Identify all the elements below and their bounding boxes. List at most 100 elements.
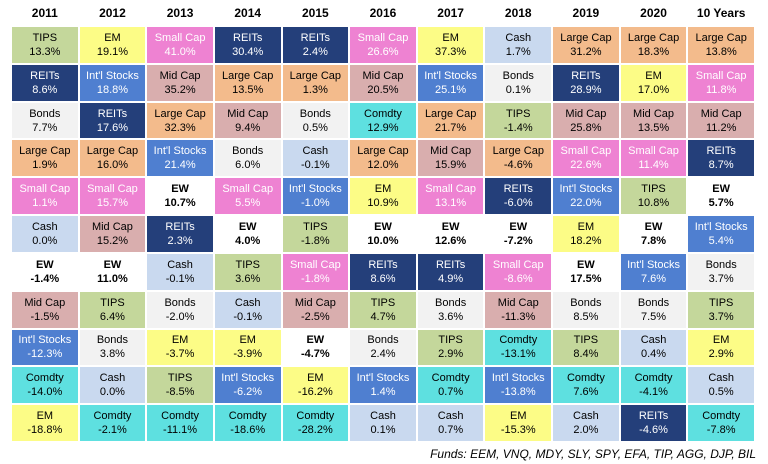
return-cell: EW 10.0%	[349, 215, 417, 253]
asset-class-label: REITs	[638, 410, 669, 423]
return-value: 5.4%	[708, 234, 734, 247]
return-value: 4.9%	[438, 272, 464, 285]
return-cell: Cash 0.5%	[687, 366, 755, 405]
asset-class-label: EW	[577, 258, 595, 271]
return-cell: Small Cap 22.6%	[552, 139, 620, 178]
return-cell: TIPS -1.8%	[281, 215, 350, 253]
return-value: -13.1%	[500, 348, 536, 361]
return-value: 13.5%	[232, 83, 264, 96]
return-value: -1.8%	[300, 234, 330, 247]
return-cell: Cash -0.1%	[213, 290, 282, 329]
return-cell: Small Cap 41.0%	[146, 26, 214, 64]
return-value: 3.7%	[708, 310, 734, 323]
asset-class-label: Cash	[640, 334, 667, 347]
asset-class-label: EM	[307, 372, 324, 385]
return-cell: Comdty -2.1%	[78, 404, 147, 442]
return-cell: Mid Cap 15.9%	[416, 139, 485, 178]
return-cell: Mid Cap 15.2%	[78, 215, 147, 253]
asset-class-label: Mid Cap	[362, 69, 404, 82]
return-cell: TIPS -8.5%	[146, 366, 214, 405]
year-header: 2015	[301, 6, 329, 20]
asset-class-label: Small Cap	[289, 258, 341, 271]
asset-class-label: Large Cap	[424, 107, 477, 120]
return-value: -18.8%	[27, 424, 63, 437]
return-cell: Int'l Stocks 21.4%	[146, 139, 214, 178]
return-value: -11.1%	[163, 424, 198, 437]
asset-class-label: Bonds	[96, 334, 129, 347]
return-cell: EW -4.7%	[281, 328, 350, 367]
return-cell: Mid Cap 20.5%	[349, 63, 417, 102]
return-value: 4.0%	[235, 234, 261, 247]
return-value: 0.1%	[370, 424, 396, 437]
asset-class-label: Cash	[167, 258, 193, 271]
return-value: -3.7%	[165, 348, 195, 361]
return-value: 8.4%	[573, 348, 599, 361]
return-cell: Int'l Stocks 1.4%	[349, 366, 417, 405]
return-value: 10.8%	[637, 197, 670, 210]
return-value: 1.9%	[32, 159, 58, 172]
asset-class-label: Small Cap	[19, 183, 71, 196]
asset-class-label: Mid Cap	[633, 107, 675, 120]
return-value: 7.7%	[32, 121, 58, 134]
asset-class-label: Mid Cap	[227, 107, 269, 120]
return-cell: EM 19.1%	[78, 26, 147, 64]
return-value: -7.8%	[706, 424, 736, 437]
return-value: 7.8%	[640, 234, 667, 247]
asset-class-label: REITs	[165, 220, 195, 233]
return-cell: Bonds 7.7%	[11, 101, 79, 140]
return-cell: Mid Cap 11.2%	[687, 101, 755, 140]
return-cell: EW -7.2%	[484, 215, 553, 253]
asset-class-label: Mid Cap	[91, 220, 133, 233]
return-value: 3.8%	[99, 348, 125, 361]
asset-class-label: Cash	[99, 372, 126, 385]
return-cell: Cash -0.1%	[146, 252, 214, 291]
return-value: -2.1%	[98, 424, 127, 437]
return-value: 17.6%	[96, 121, 129, 134]
asset-class-label: Int'l Stocks	[18, 334, 72, 347]
asset-class-label: TIPS	[32, 31, 58, 44]
return-value: 6.4%	[99, 310, 125, 323]
asset-class-label: EM	[374, 183, 392, 196]
return-value: -2.0%	[165, 310, 195, 323]
return-cell: Int'l Stocks 7.6%	[619, 252, 688, 291]
asset-class-label: EM	[645, 69, 662, 82]
return-cell: Large Cap 21.7%	[416, 101, 485, 140]
asset-class-label: Small Cap	[154, 31, 206, 44]
return-cell: Comdty -7.8%	[687, 404, 755, 442]
return-value: 25.1%	[435, 83, 467, 96]
return-cell: TIPS 6.4%	[78, 290, 147, 329]
asset-class-label: EW	[35, 258, 54, 271]
return-cell: Small Cap 5.5%	[213, 177, 282, 216]
return-cell: Comdty -4.1%	[619, 366, 688, 405]
return-value: 2.4%	[302, 45, 328, 58]
return-cell: Small Cap 11.8%	[687, 63, 755, 102]
return-value: 21.4%	[164, 159, 196, 172]
return-cell: Large Cap 1.3%	[281, 63, 350, 102]
asset-class-label: Small Cap	[492, 258, 544, 271]
return-cell: REITs 4.9%	[416, 252, 485, 291]
return-cell: EW 7.8%	[619, 215, 688, 253]
asset-class-label: Mid Cap	[497, 296, 539, 309]
asset-class-label: Bonds	[570, 296, 602, 309]
return-value: 2.3%	[167, 234, 193, 247]
asset-class-label: EW	[441, 220, 460, 233]
asset-class-label: Int'l Stocks	[86, 69, 139, 82]
asset-class-label: EM	[510, 410, 527, 423]
asset-class-label: TIPS	[573, 334, 599, 347]
return-value: -12.3%	[27, 348, 63, 361]
return-cell: Small Cap 15.7%	[78, 177, 147, 216]
return-value: -2.5%	[300, 310, 330, 323]
asset-class-label: Large Cap	[695, 31, 747, 44]
return-cell: EM 37.3%	[416, 26, 485, 64]
asset-class-label: Comdty	[499, 334, 538, 347]
asset-class-label: Mid Cap	[700, 107, 742, 120]
return-cell: Mid Cap 13.5%	[619, 101, 688, 140]
asset-class-label: Small Cap	[425, 183, 476, 196]
asset-class-label: Small Cap	[222, 183, 274, 196]
return-value: 15.7%	[96, 197, 129, 210]
asset-class-label: EW	[644, 220, 663, 233]
year-header: 2016	[369, 6, 397, 20]
return-cell: Small Cap 13.1%	[416, 177, 485, 216]
return-cell: Large Cap -4.6%	[484, 139, 553, 178]
asset-class-label: Large Cap	[19, 145, 71, 158]
